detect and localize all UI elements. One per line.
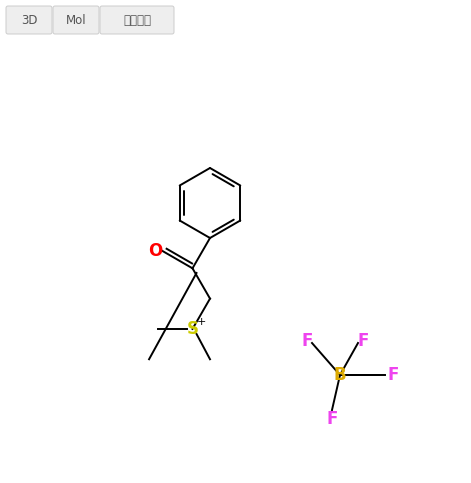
- Text: Mol: Mol: [65, 14, 86, 27]
- FancyBboxPatch shape: [6, 6, 52, 34]
- Text: O: O: [148, 242, 162, 260]
- Text: +: +: [197, 317, 206, 327]
- Text: F: F: [326, 410, 338, 428]
- Text: F: F: [357, 332, 369, 350]
- Text: F: F: [301, 332, 313, 350]
- Text: B: B: [333, 366, 346, 384]
- Text: 3D: 3D: [21, 14, 37, 27]
- FancyBboxPatch shape: [53, 6, 99, 34]
- FancyBboxPatch shape: [100, 6, 174, 34]
- Text: F: F: [387, 366, 398, 384]
- Text: 相似结构: 相似结构: [123, 14, 151, 27]
- Text: S: S: [187, 320, 198, 338]
